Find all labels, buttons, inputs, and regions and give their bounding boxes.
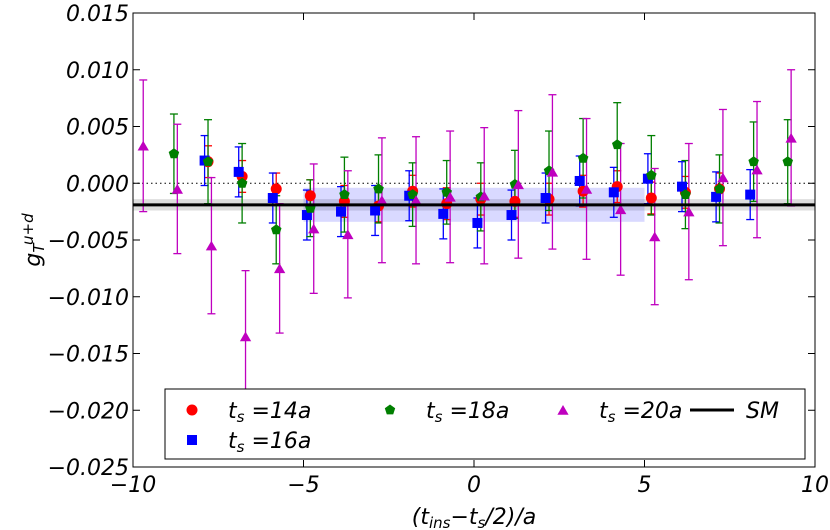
legend-box	[164, 388, 806, 460]
marker	[271, 224, 282, 235]
marker	[557, 405, 569, 415]
marker	[444, 191, 456, 202]
marker	[270, 183, 282, 195]
marker	[168, 148, 180, 159]
legend-label-part: t	[228, 429, 238, 454]
marker	[782, 156, 793, 167]
marker	[137, 140, 149, 151]
marker	[171, 183, 183, 194]
y-tick-label: 0.015	[66, 2, 129, 27]
legend-label-part: s	[237, 408, 245, 426]
x-tick-label: 5	[638, 473, 652, 498]
marker	[546, 166, 559, 177]
x-tick-label: −10	[110, 473, 156, 498]
axis-label-part: T	[30, 242, 48, 253]
axis-label-part: s	[478, 514, 486, 530]
marker	[407, 189, 418, 199]
marker	[304, 190, 316, 202]
marker	[478, 190, 490, 201]
marker	[410, 195, 422, 205]
marker	[512, 179, 524, 190]
legend-label: ts =14a	[228, 399, 311, 426]
marker	[267, 193, 278, 204]
legend-label-part: t	[228, 399, 238, 424]
y-tick-label: 0.010	[66, 59, 129, 84]
marker	[683, 206, 695, 217]
marker	[645, 192, 657, 204]
marker	[187, 435, 197, 445]
legend-label-part: s	[237, 438, 245, 456]
marker	[370, 205, 381, 216]
legend-label: ts =16a	[228, 429, 311, 456]
legend-label-part: =16a	[244, 429, 311, 454]
marker	[714, 183, 725, 194]
marker	[384, 404, 396, 415]
legend-label: SM	[746, 399, 779, 424]
x-tick-label: 0	[467, 473, 481, 498]
marker	[239, 331, 252, 342]
marker	[336, 206, 347, 217]
axis-label-part: ins	[429, 514, 451, 530]
marker	[376, 195, 388, 205]
marker	[785, 132, 797, 143]
marker	[717, 172, 729, 183]
marker	[202, 156, 214, 167]
legend-label-part: =20a	[615, 399, 682, 424]
marker	[580, 183, 593, 194]
legend-label-part: t	[426, 399, 436, 424]
y-tick-label: −0.020	[48, 399, 129, 424]
marker	[205, 240, 218, 251]
marker	[748, 156, 759, 167]
legend-label: ts =20a	[599, 399, 682, 426]
marker	[236, 177, 248, 188]
x-tick-label: −5	[287, 473, 319, 498]
y-tick-label: 0.000	[66, 172, 129, 197]
marker	[506, 210, 517, 221]
marker	[438, 208, 449, 219]
axis-label-part: −t	[450, 505, 478, 530]
y-tick-label: −0.015	[48, 343, 129, 368]
marker	[301, 210, 312, 221]
y-tick-label: −0.010	[48, 286, 129, 311]
legend-label-part: s	[608, 408, 616, 426]
y-tick-label: −0.025	[48, 456, 129, 481]
marker	[612, 139, 623, 150]
marker	[677, 181, 688, 192]
marker	[574, 175, 585, 186]
axis-label-part: (t	[412, 505, 431, 530]
x-tick-label: 10	[801, 473, 829, 498]
marker	[342, 229, 354, 240]
marker	[711, 191, 722, 202]
marker	[577, 152, 589, 163]
axis-label-part: g	[21, 253, 46, 267]
legend-label-part: t	[599, 399, 609, 424]
marker	[680, 189, 691, 199]
marker	[615, 204, 627, 215]
marker	[472, 217, 483, 228]
legend-label: ts =18a	[426, 399, 509, 426]
legend-label-part: s	[435, 408, 443, 426]
marker	[308, 223, 320, 234]
y-tick-label: 0.005	[66, 116, 129, 141]
marker	[649, 231, 661, 242]
marker	[233, 166, 244, 177]
marker	[540, 193, 551, 204]
marker	[745, 189, 756, 200]
legend-label-part: =18a	[442, 399, 509, 424]
legend-label-part: =14a	[244, 399, 311, 424]
y-tick-label: −0.005	[48, 229, 129, 254]
axis-label: (tins−ts/2)/a	[412, 505, 537, 530]
axis-label-part: u+d	[19, 213, 37, 245]
marker	[339, 189, 350, 199]
marker	[751, 164, 763, 175]
marker	[274, 263, 286, 274]
axis-label-part: /2)/a	[483, 505, 536, 530]
marker	[186, 404, 198, 416]
marker	[608, 187, 619, 198]
marker	[646, 169, 657, 180]
axis-label: gTu+d	[19, 213, 48, 267]
marker	[373, 183, 384, 194]
